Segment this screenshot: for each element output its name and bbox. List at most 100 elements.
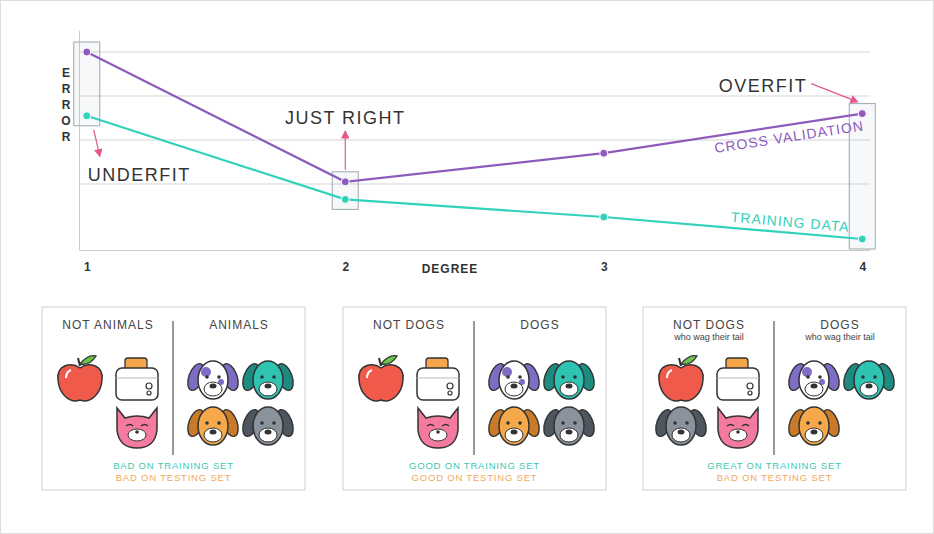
panel-caption: GREAT ON TRAINING SET bbox=[707, 460, 842, 471]
apple-leaf bbox=[80, 356, 96, 365]
series-point bbox=[600, 213, 608, 221]
icon-cat bbox=[418, 408, 458, 448]
grid-line bbox=[79, 184, 870, 185]
dog-muzzle bbox=[259, 382, 277, 396]
x-axis-line bbox=[80, 250, 871, 251]
panel-frame bbox=[343, 307, 606, 490]
icon-dog bbox=[486, 407, 543, 445]
toaster-band bbox=[717, 378, 759, 379]
cat-eye bbox=[427, 425, 434, 427]
dog-head bbox=[854, 361, 884, 399]
dog-eye bbox=[217, 375, 221, 379]
panel-title: NOT ANIMALS bbox=[62, 318, 153, 332]
grid-line bbox=[79, 96, 870, 97]
dog-eye bbox=[561, 421, 565, 425]
y-axis-title: ERROR bbox=[61, 66, 70, 144]
dog-eye bbox=[573, 421, 577, 425]
dog-muzzle bbox=[805, 428, 823, 442]
dog-eye bbox=[260, 375, 264, 379]
apple-body bbox=[659, 365, 703, 401]
series-point bbox=[341, 195, 349, 203]
dog-head bbox=[554, 407, 584, 445]
series-point bbox=[83, 112, 91, 120]
x-tick: 1 bbox=[84, 250, 91, 274]
annotation: JUST RIGHT bbox=[285, 108, 406, 128]
y-axis-title-letter: O bbox=[61, 114, 70, 128]
icon-dog bbox=[786, 361, 843, 399]
dog-muzzle bbox=[672, 428, 690, 442]
cat-eye bbox=[742, 425, 749, 427]
series-label: CROSS VALIDATION bbox=[713, 117, 865, 156]
dog-muzzle bbox=[204, 428, 222, 442]
dog-muzzle bbox=[560, 382, 578, 396]
dog-head bbox=[253, 361, 283, 399]
dog-nose bbox=[811, 384, 818, 389]
dog-eye bbox=[272, 375, 276, 379]
x-tick-label: 4 bbox=[859, 260, 866, 274]
series-labels: CROSS VALIDATIONTRAINING DATA bbox=[713, 117, 865, 234]
panel-title: DOGS bbox=[820, 318, 859, 332]
dog-eye bbox=[506, 375, 510, 379]
panel-title: NOT DOGS bbox=[673, 318, 745, 332]
dog-eye bbox=[506, 421, 510, 425]
highlight-boxes bbox=[74, 42, 875, 249]
dog-spot bbox=[502, 367, 512, 377]
panel-divider bbox=[473, 321, 474, 455]
dog-muzzle bbox=[505, 428, 523, 442]
cat-head bbox=[117, 408, 157, 448]
panel-caption: GOOD ON TESTING SET bbox=[412, 472, 538, 483]
toaster-body bbox=[717, 368, 759, 400]
panel-title: DOGS bbox=[520, 318, 559, 332]
toaster-body bbox=[116, 368, 158, 400]
dog-nose bbox=[566, 430, 573, 435]
dog-head bbox=[499, 361, 529, 399]
dog-nose bbox=[866, 384, 873, 389]
dog-eye bbox=[260, 421, 264, 425]
toaster-knob bbox=[748, 391, 752, 395]
dog-eye bbox=[806, 375, 810, 379]
dog-nose bbox=[678, 430, 685, 435]
dog-nose bbox=[811, 430, 818, 435]
grid-line bbox=[79, 52, 870, 53]
apple-shine bbox=[66, 370, 71, 378]
panel-caption: BAD ON TESTING SET bbox=[717, 472, 833, 483]
toaster-knob bbox=[447, 383, 453, 389]
cat-eye bbox=[141, 425, 148, 427]
page-frame bbox=[1, 1, 934, 534]
cat-nose bbox=[135, 430, 139, 434]
cat-muzzle bbox=[429, 429, 447, 441]
dog-eye bbox=[205, 421, 209, 425]
x-tick-label: 1 bbox=[84, 260, 91, 274]
toaster-knob bbox=[448, 391, 452, 395]
annotation: OVERFIT bbox=[719, 76, 808, 96]
icon-cat bbox=[718, 408, 758, 448]
annotation-arrow bbox=[345, 132, 346, 170]
dog-eye bbox=[573, 375, 577, 379]
dog-head bbox=[253, 407, 283, 445]
dog-eye bbox=[518, 421, 522, 425]
apple-stem bbox=[379, 358, 381, 366]
dog-eye bbox=[272, 421, 276, 425]
icon-dog bbox=[541, 361, 598, 399]
icon-apple bbox=[659, 356, 703, 401]
y-axis-title-letter: R bbox=[62, 82, 71, 96]
dog-nose bbox=[511, 384, 518, 389]
dog-nose bbox=[210, 430, 217, 435]
dog-eye bbox=[818, 421, 822, 425]
dog-spot bbox=[802, 367, 812, 377]
dog-eye bbox=[205, 375, 209, 379]
panel-title: NOT DOGS bbox=[373, 318, 445, 332]
dog-muzzle bbox=[259, 428, 277, 442]
apple-body bbox=[359, 365, 403, 401]
y-axis-title-letter: R bbox=[62, 98, 71, 112]
toaster-knob bbox=[146, 383, 152, 389]
icon-toaster bbox=[717, 358, 759, 400]
dog-eye bbox=[818, 375, 822, 379]
plot-data bbox=[83, 48, 866, 243]
x-axis-title: DEGREE bbox=[422, 262, 479, 276]
icon-dog bbox=[185, 407, 242, 445]
cat-muzzle bbox=[128, 429, 146, 441]
annotations: UNDERFITJUST RIGHTOVERFIT bbox=[88, 76, 857, 185]
apple-shine bbox=[667, 370, 672, 378]
toaster-knob bbox=[147, 391, 151, 395]
